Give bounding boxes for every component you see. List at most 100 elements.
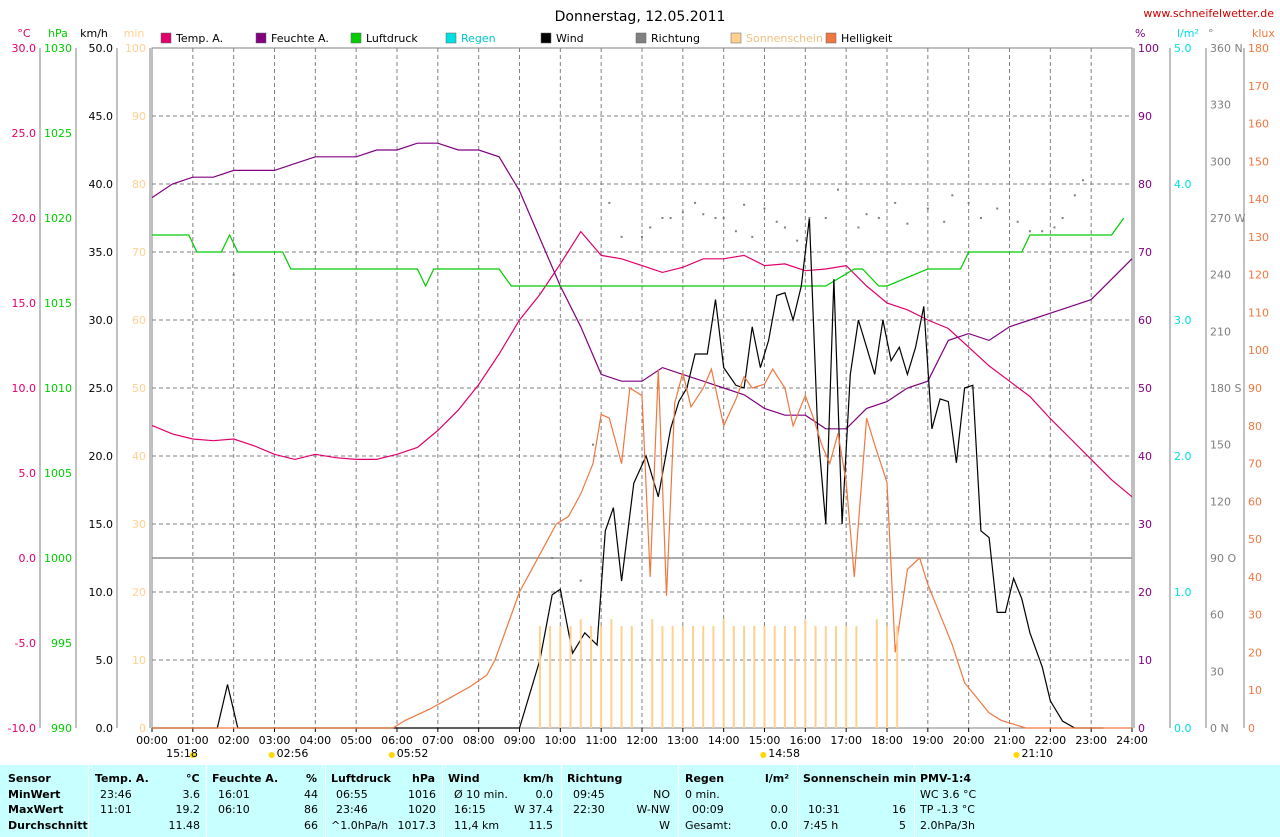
x-tick-label: 10:00 [544, 734, 576, 747]
legend-swatch [825, 32, 837, 44]
brightness-tick-label: 10 [1248, 684, 1262, 697]
sunshine-tick-label: 100 [125, 42, 146, 55]
direction-point [1028, 230, 1031, 233]
legend-label: Richtung [651, 32, 700, 45]
pressure-tick-label: 1015 [44, 297, 72, 310]
direction-point [608, 201, 611, 204]
sunshine-avg-value: 5 [899, 819, 906, 832]
humidity-max-value: 86 [304, 803, 318, 816]
x-tick-label: 11:00 [585, 734, 617, 747]
wind-axis-unit: km/h [80, 27, 108, 40]
chart-legend: Temp. A. Feuchte A. Luftdruck Regen Wind Rich… [160, 32, 893, 45]
temp-tick-label: 15.0 [12, 297, 37, 310]
brightness-tick-label: 120 [1248, 269, 1269, 282]
direction-point [551, 557, 554, 559]
direction-point [943, 220, 946, 223]
rain-tick-label: 0.0 [1174, 722, 1192, 735]
brightness-tick-label: 160 [1248, 118, 1269, 131]
legend-label: Sonnenschein [746, 32, 823, 45]
wind-min-value: 0.0 [535, 788, 554, 801]
temp-head: Temp. A. [95, 772, 149, 785]
sunshine-tick-label: 30 [132, 518, 146, 531]
direction-point [1041, 230, 1044, 233]
direction-point [232, 273, 235, 276]
sunshine-tick-label: 80 [132, 178, 146, 191]
time-marker-icon [189, 752, 196, 758]
row-label-max: MaxWert [8, 803, 64, 816]
direction-avg-value: W [659, 819, 670, 832]
direction-point [751, 235, 754, 238]
humidity-avg-value: 66 [304, 819, 318, 832]
pmv-trend: 2.0hPa/3h [920, 819, 976, 832]
temp-unit: °C [186, 772, 200, 785]
direction-point [1016, 220, 1019, 223]
pmv-windchill: WC 3.6 °C [920, 788, 977, 801]
humidity-tick-label: 60 [1138, 314, 1152, 327]
humidity-min-value: 44 [304, 788, 318, 801]
direction-point [1053, 226, 1056, 229]
direction-point [996, 207, 999, 210]
pressure-trend: ^1.0hPa/h [331, 819, 389, 832]
brightness-tick-label: 60 [1248, 495, 1262, 508]
brightness-tick-label: 90 [1248, 382, 1262, 395]
x-tick-label: 16:00 [789, 734, 821, 747]
sunshine-tick-label: 70 [132, 246, 146, 259]
pressure-head: Luftdruck [331, 772, 391, 785]
direction-tick-label: 60 [1210, 609, 1224, 622]
direction-max-time: 22:30 [573, 803, 605, 816]
x-tick-label: 02:00 [218, 734, 250, 747]
legend-swatch [635, 32, 647, 44]
brightness-tick-label: 30 [1248, 609, 1262, 622]
direction-point [1061, 217, 1064, 219]
direction-tick-label: 30 [1210, 665, 1224, 678]
rain-max-time: 00:09 [692, 803, 724, 816]
x-tick-label: 22:00 [1034, 734, 1066, 747]
wind-avg-value: 11.5 [528, 819, 554, 832]
pressure-tick-label: 1005 [44, 467, 72, 480]
humidity-tick-label: 100 [1138, 42, 1159, 55]
temp-tick-label: 10.0 [12, 382, 37, 395]
direction-point [641, 235, 643, 238]
brightness-tick-label: 50 [1248, 533, 1262, 546]
site-url[interactable]: www.schneifelwetter.de [1143, 7, 1274, 20]
pressure-unit: hPa [412, 772, 436, 785]
rain-unit: l/m² [765, 772, 790, 785]
time-marker-icon [388, 752, 395, 758]
direction-axis-unit: ° [1208, 27, 1214, 40]
sunshine-axis-unit: min [124, 27, 145, 40]
pressure-tick-label: 1025 [44, 127, 72, 140]
direction-point [1082, 179, 1084, 182]
direction-tick-label: 150 [1210, 439, 1231, 452]
x-tick-label: 15:00 [749, 734, 781, 747]
direction-tick-label: 210 [1210, 325, 1231, 338]
sunshine-tick-label: 0 [139, 722, 146, 735]
legend-label: Feuchte A. [271, 32, 329, 45]
direction-tick-label: 330 [1210, 99, 1231, 112]
brightness-tick-label: 180 [1248, 42, 1269, 55]
humidity-tick-label: 70 [1138, 246, 1152, 259]
time-marker-icon [1013, 752, 1020, 758]
direction-tick-label: 90 O [1210, 552, 1236, 565]
sunshine-head: Sonnenschein min [803, 772, 917, 785]
temp-max-value: 19.2 [175, 803, 201, 816]
humidity-tick-label: 40 [1138, 450, 1152, 463]
humidity-max-time: 06:10 [218, 803, 250, 816]
pressure-tick-label: 1010 [44, 382, 72, 395]
wind-tick-label: 30.0 [89, 314, 114, 327]
pressure-tick-label: 1000 [44, 552, 72, 565]
temp-tick-label: -10.0 [8, 722, 36, 735]
direction-point [783, 226, 786, 229]
wind-tick-label: 20.0 [89, 450, 114, 463]
pressure-max-time: 23:46 [336, 803, 368, 816]
temp-max-time: 11:01 [100, 803, 132, 816]
direction-point [775, 220, 778, 223]
plot-area: 00:00 01:00 02:00 03:00 04:00 05:00 06:00 07:00… [8, 27, 1276, 760]
x-tick-label: 18:00 [871, 734, 903, 747]
pressure-tick-label: 995 [51, 637, 72, 650]
direction-tick-label: 240 [1210, 269, 1231, 282]
direction-point [592, 443, 594, 446]
pressure-avg-value: 1017.3 [397, 819, 437, 832]
direction-point [824, 217, 827, 219]
wind-max-time: 16:15 [454, 803, 486, 816]
rain-head: Regen [685, 772, 725, 785]
